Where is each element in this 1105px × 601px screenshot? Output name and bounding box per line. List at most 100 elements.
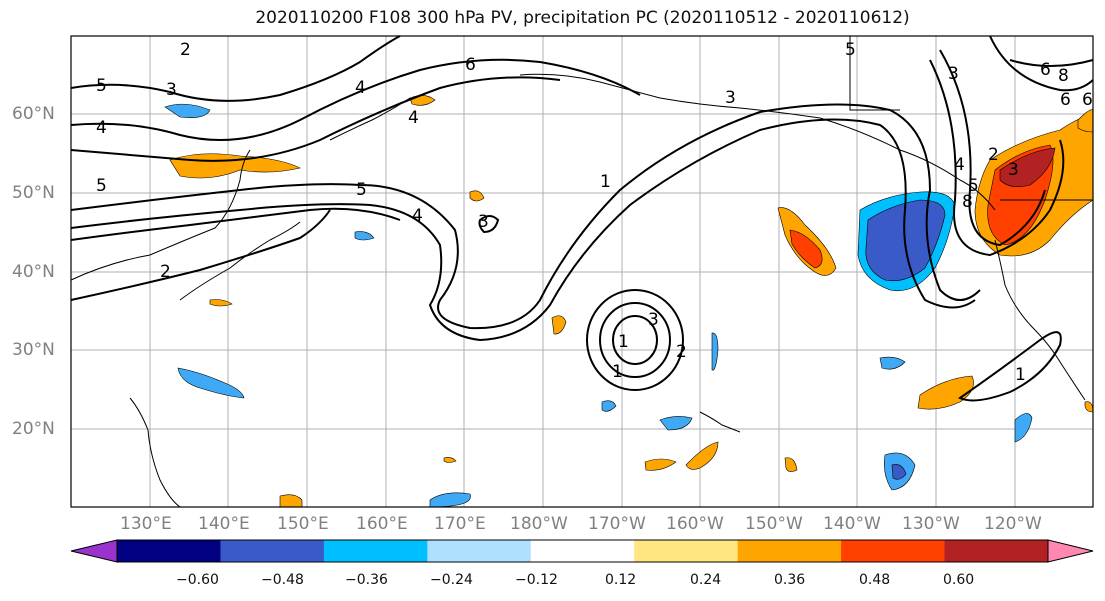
contour-label: 3 xyxy=(166,80,177,100)
lat-label-20N: 20°N xyxy=(12,419,55,439)
lon-label: 160°W xyxy=(666,514,724,534)
pv-contour xyxy=(70,58,641,141)
pv-contour xyxy=(1009,59,1094,67)
colorbar-box xyxy=(530,540,635,562)
colorbar-tick: −0.36 xyxy=(345,572,388,588)
pv-contour xyxy=(70,103,981,330)
colorbar-tick: 0.12 xyxy=(605,572,637,588)
coastline-japan xyxy=(179,221,301,301)
precip-blob xyxy=(1014,413,1033,443)
contour-label: 1 xyxy=(618,332,629,352)
contour-label: 1 xyxy=(1015,365,1026,385)
contour-label: 4 xyxy=(954,155,965,175)
precip-shading xyxy=(164,95,1094,508)
colorbar-boxes xyxy=(116,539,1049,563)
contour-label: 2 xyxy=(988,145,999,165)
graticule xyxy=(71,36,1093,507)
coastline-philippines xyxy=(129,397,181,508)
pv-contour xyxy=(478,215,500,234)
contour-label: 3 xyxy=(948,64,959,84)
contour-label: 6 xyxy=(1040,60,1051,80)
precip-blob xyxy=(891,464,907,480)
colorbar-tick: −0.12 xyxy=(515,572,558,588)
contour-label: 6 xyxy=(1082,90,1093,110)
precip-blob xyxy=(177,367,245,399)
precip-blob xyxy=(789,229,823,269)
contour-label: 4 xyxy=(408,108,419,128)
precip-blob xyxy=(601,400,617,412)
lon-label: 140°W xyxy=(823,514,881,534)
pv-contour xyxy=(939,49,1046,247)
lon-label: 130°E xyxy=(120,514,172,534)
colorbar-box xyxy=(323,540,428,562)
coastlines xyxy=(70,36,1093,508)
pv-contour xyxy=(989,35,1094,92)
colorbar-box xyxy=(634,540,739,562)
contour-label: 2 xyxy=(160,262,171,282)
colorbar-tick: 0.24 xyxy=(690,572,722,588)
lon-label: 130°W xyxy=(902,514,960,534)
precip-blob xyxy=(685,441,719,470)
pv-contour xyxy=(70,209,331,301)
pv-contour xyxy=(586,289,684,391)
pv-contours xyxy=(70,35,1094,402)
contour-label: 6 xyxy=(1060,90,1071,110)
pv-contour xyxy=(599,302,671,378)
precip-blob xyxy=(209,299,233,307)
colorbar-tick: −0.48 xyxy=(261,572,304,588)
map-border xyxy=(70,35,1094,508)
precip-blob xyxy=(879,356,906,370)
coastline-asia xyxy=(70,149,251,281)
precip-blob xyxy=(551,315,567,335)
contour-label: 3 xyxy=(725,88,736,108)
precip-blob xyxy=(999,147,1056,187)
contour-label: 5 xyxy=(96,76,107,96)
precip-blob xyxy=(644,458,677,471)
colorbar-box xyxy=(737,540,842,562)
contour-label: 1 xyxy=(600,172,611,192)
lat-label-30N: 30°N xyxy=(12,340,55,360)
border-alaska xyxy=(849,36,900,111)
contour-label: 5 xyxy=(96,176,107,196)
contour-label: 8 xyxy=(1058,66,1069,86)
precip-blob xyxy=(164,103,211,118)
colorbar-tick: 0.36 xyxy=(774,572,806,588)
lon-label: 120°W xyxy=(984,514,1042,534)
colorbar-box xyxy=(220,540,325,562)
colorbar-tick: 0.60 xyxy=(943,572,975,588)
pv-contour xyxy=(958,331,1062,402)
contour-label: 8 xyxy=(962,192,973,212)
colorbar-extend-high xyxy=(1047,539,1094,563)
pv-contour xyxy=(70,35,401,102)
pv-contour xyxy=(70,207,401,241)
contour-label: 2 xyxy=(676,342,687,362)
colorbar-box xyxy=(427,540,532,562)
pv-contour xyxy=(70,118,976,342)
pv-contour xyxy=(70,76,561,162)
colorbar-tick: −0.60 xyxy=(176,572,219,588)
contour-label: 1 xyxy=(612,362,623,382)
precip-blob xyxy=(469,190,485,202)
lon-label: 150°W xyxy=(745,514,803,534)
precip-blob xyxy=(784,457,798,472)
contour-label: 4 xyxy=(412,206,423,226)
coastline-alaska xyxy=(519,73,996,211)
precip-blob xyxy=(659,416,693,431)
contour-label: 5 xyxy=(845,40,856,60)
lat-label-40N: 40°N xyxy=(12,262,55,282)
contour-label: 3 xyxy=(478,212,489,232)
colorbar-box xyxy=(841,540,946,562)
precip-blob xyxy=(354,231,375,241)
coastline-north-america xyxy=(994,239,1086,401)
lon-label: 170°W xyxy=(588,514,646,534)
precip-blob xyxy=(443,457,457,463)
contour-label: 2 xyxy=(180,40,191,60)
lon-label: 180°W xyxy=(510,514,568,534)
precip-blob xyxy=(711,332,719,371)
colorbar-box xyxy=(944,540,1049,562)
lon-label: 160°E xyxy=(356,514,408,534)
lon-label: 150°E xyxy=(277,514,329,534)
contour-label: 3 xyxy=(648,310,659,330)
lat-label-50N: 50°N xyxy=(12,183,55,203)
